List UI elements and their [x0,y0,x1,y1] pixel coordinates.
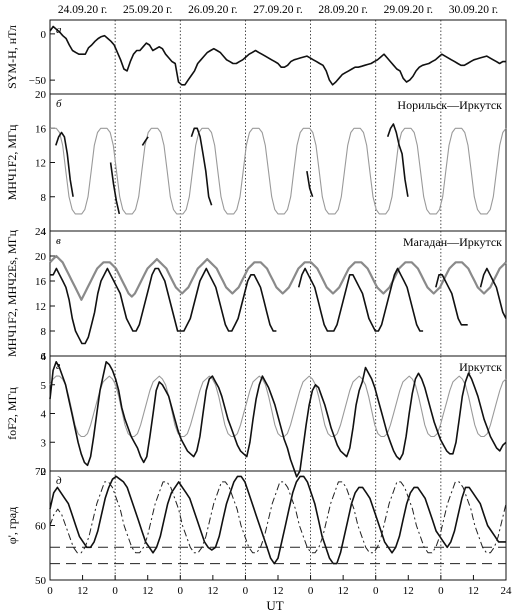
y-tick-label: 4 [41,226,47,238]
y-axis-label: SYM-H, нТл [5,25,19,89]
y-tick-label: 60 [35,521,47,533]
date-labels: 24.09.20 г. 25.09.20 г. 26.09.20 г. 27.09.2… [58,4,498,16]
panel-e: 50 60 70 д φ', град [5,466,507,587]
x-axis: 0 12 0 12 0 12 0 12 0 12 0 12 0 12 24 [47,575,512,597]
series-line-gray-model [50,127,507,215]
y-tick-label: 2 [41,466,47,478]
panel-letter: в [56,235,61,247]
y-tick-label: 24 [35,226,47,238]
series-line-gray [49,254,507,301]
y-tick-label: 20 [35,251,47,263]
y-axis-label: φ', град [5,507,19,544]
x-tick-label: 0 [373,585,379,597]
y-tick-label: 4 [41,351,47,363]
date-label: 28.09.20 г. [318,4,368,16]
panel-c: 4 8 12 16 20 24 в Магадан—Иркутск МНЧ1F2, МНЧ2Es… [5,226,507,363]
panel-b: 4 8 12 16 20 б Норильск—Иркутск МНЧ1F2, МГц [5,89,507,238]
series-line-black [49,475,506,565]
path-label: Магадан—Иркутск [403,235,502,249]
date-label: 29.09.20 г. [384,4,434,16]
y-tick-label: −50 [29,75,47,87]
path-label: Иркутск [459,360,502,374]
series-line-black [50,267,507,345]
x-tick-label: 12 [273,585,284,597]
date-label: 30.09.20 г. [449,4,499,16]
y-tick-label: 16 [35,276,47,288]
x-tick-label: 24 [501,585,513,597]
x-tick-label: 0 [178,585,184,597]
y-axis-label: МНЧ1F2, МНЧ2Es, МГц [5,229,19,357]
series-line-black [49,25,506,86]
y-tick-label: 50 [35,575,47,587]
panel-letter: б [56,98,62,110]
y-tick-label: 8 [41,192,47,204]
panel-d: 2 3 4 5 6г Иркутск foF2, МГц [5,351,507,478]
date-label: 24.09.20 г. [58,4,108,16]
x-tick-label: 12 [338,585,349,597]
x-tick-label: 12 [207,585,218,597]
date-label: 27.09.20 г. [253,4,303,16]
series-line-gray-model [49,375,507,438]
y-axis-label: foF2, МГц [5,387,19,440]
panels: 0 −50 а SYM-H, нТл 4 8 12 16 20 б Норильск—Иркутск… [5,19,507,587]
panel-letter: д [56,475,62,487]
y-tick-label: 5 [41,380,47,392]
x-tick-label: 0 [308,585,314,597]
y-tick-label: 6 [41,351,47,363]
series-line-black [55,123,409,215]
y-axis-label: МНЧ1F2, МГц [5,124,19,200]
x-tick-label: 0 [438,585,444,597]
y-tick-label: 8 [41,326,47,338]
y-tick-label: 70 [35,466,47,478]
panel-letter: г [56,360,61,372]
x-tick-label: 12 [142,585,153,597]
date-label: 25.09.20 г. [123,4,173,16]
path-label: Норильск—Иркутск [397,98,502,112]
y-tick-label: 16 [35,123,47,135]
y-tick-label: 12 [35,158,46,170]
x-tick-label: 12 [77,585,88,597]
y-tick-label: 20 [35,89,47,101]
x-tick-label: 12 [468,585,479,597]
x-tick-label: 0 [112,585,118,597]
y-tick-label: 3 [41,437,47,449]
panel-frame [49,230,507,357]
x-tick-label: 0 [47,585,53,597]
series-line-black-dash [49,481,507,554]
x-axis-label: UT [266,598,283,613]
panel-letter: а [56,24,62,36]
series-line-black [49,361,507,478]
panel-a: 0 −50 а SYM-H, нТл [5,19,507,95]
y-tick-label: 12 [35,301,46,313]
y-tick-label: 4 [41,409,47,421]
y-tick-label: 0 [41,29,47,41]
date-label: 26.09.20 г. [188,4,238,16]
x-tick-label: 0 [243,585,249,597]
x-tick-label: 12 [403,585,414,597]
